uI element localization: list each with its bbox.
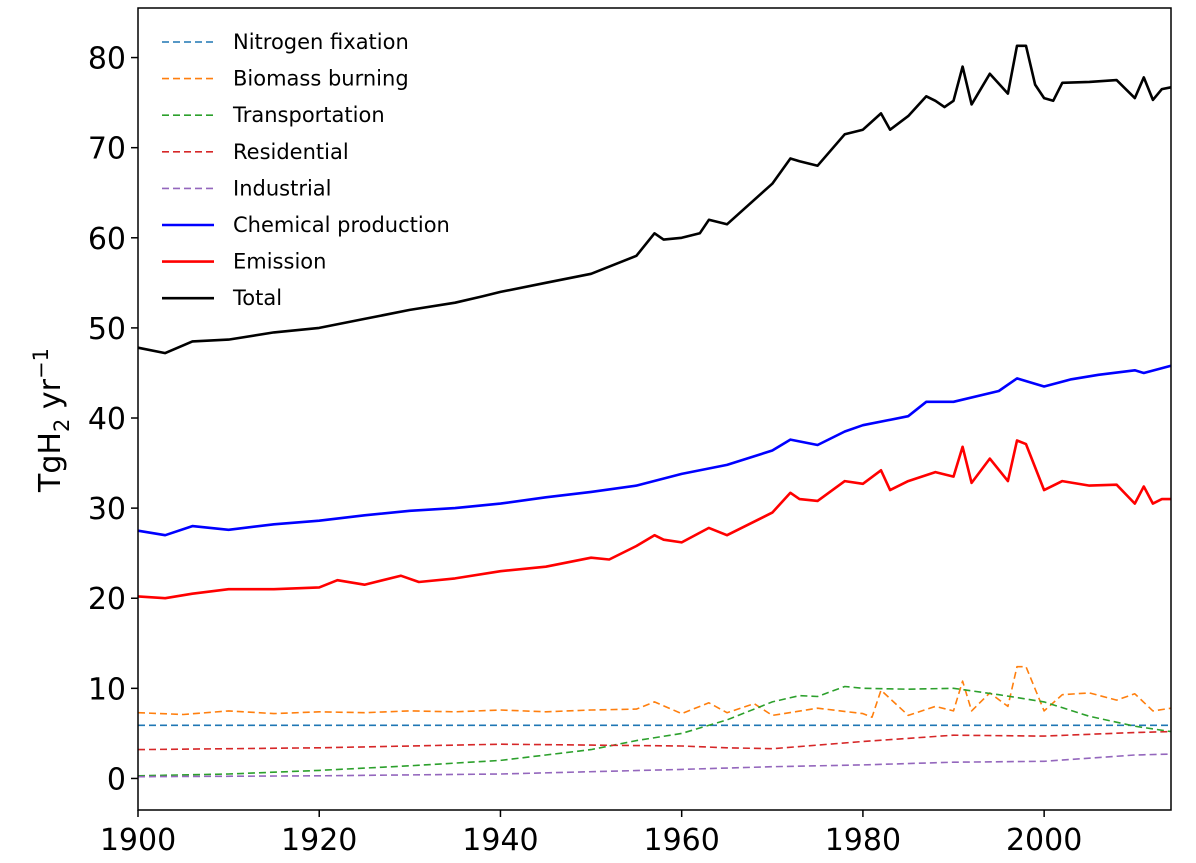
series-layer (137, 44, 1172, 778)
y-tick-label: 50 (88, 312, 126, 347)
series-line-transportation (137, 685, 1172, 777)
y-tick-label: 0 (107, 762, 126, 797)
y-axis-label-unit: yr (33, 378, 68, 418)
x-tick-label: 1940 (462, 823, 538, 858)
y-axis: 0 10 20 30 40 50 60 70 80 (88, 42, 138, 797)
series-line-industrial (137, 753, 1172, 778)
y-tick-label: 30 (88, 492, 126, 527)
y-axis-label-superscript: −1 (29, 348, 53, 379)
x-tick-label: 1920 (281, 823, 357, 858)
legend-label-nitrogen-fixation: Nitrogen fixation (233, 30, 409, 54)
y-tick-label: 80 (88, 42, 126, 77)
x-tick-label: 2000 (1006, 823, 1082, 858)
legend: Nitrogen fixation Biomass burning Transpor… (162, 30, 450, 310)
y-tick-label: 60 (88, 222, 126, 257)
y-tick-label: 20 (88, 582, 126, 617)
legend-label-industrial: Industrial (233, 176, 332, 200)
legend-label-emission: Emission (233, 250, 326, 274)
y-axis-label: TgH2 yr−1 (29, 348, 74, 493)
series-line-residential (137, 730, 1172, 751)
y-tick-label: 10 (88, 672, 126, 707)
series-line-biomass-burning (137, 665, 1172, 719)
x-tick-label: 1980 (825, 823, 901, 858)
series-line-emission (137, 439, 1171, 600)
legend-label-total: Total (232, 286, 282, 310)
y-axis-label-subscript: 2 (50, 419, 74, 432)
legend-label-chemical-production: Chemical production (233, 213, 450, 237)
series-line-total (137, 44, 1172, 355)
series-line-chemical-production (137, 364, 1172, 537)
y-tick-label: 40 (88, 402, 126, 437)
legend-label-transportation: Transportation (232, 103, 385, 127)
legend-label-biomass-burning: Biomass burning (233, 67, 409, 91)
y-tick-label: 70 (88, 132, 126, 167)
x-tick-label: 1960 (644, 823, 720, 858)
x-axis: 1900 1920 1940 1960 1980 2000 (100, 810, 1082, 858)
x-tick-label: 1900 (100, 823, 176, 858)
legend-label-residential: Residential (233, 140, 349, 164)
plot-frame (137, 7, 1172, 811)
